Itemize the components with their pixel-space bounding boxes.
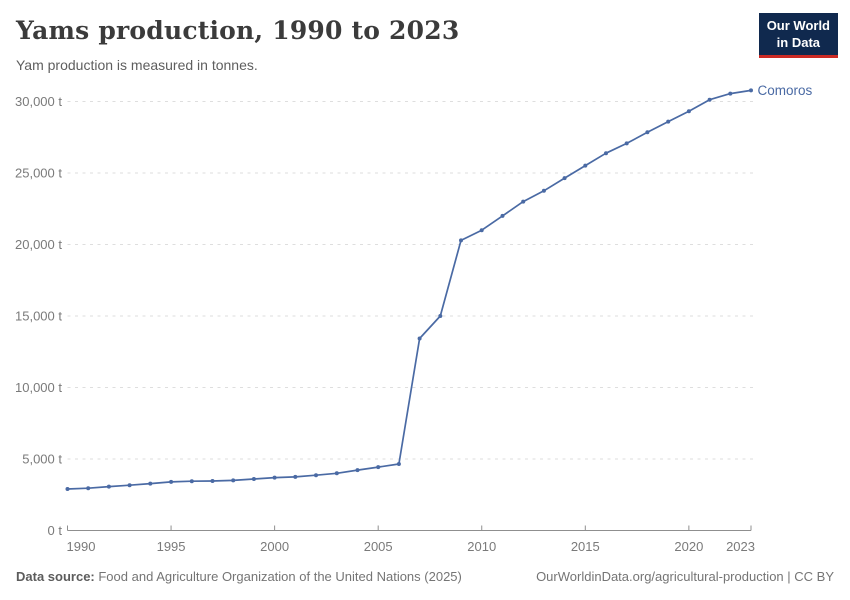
data-point[interactable] xyxy=(459,238,463,243)
data-point[interactable] xyxy=(417,336,422,341)
data-point[interactable] xyxy=(86,486,91,491)
owid-logo[interactable]: Our World in Data xyxy=(758,13,838,59)
y-tick-label: 10,000 t xyxy=(15,380,62,395)
data-point[interactable] xyxy=(396,462,401,466)
owid-logo-line2: in Data xyxy=(776,34,821,50)
data-point[interactable] xyxy=(604,151,608,156)
y-tick-label: 20,000 t xyxy=(15,237,62,252)
data-point[interactable] xyxy=(376,465,381,470)
data-point[interactable] xyxy=(251,477,256,481)
data-point[interactable] xyxy=(189,479,194,484)
y-tick-label: 5,000 t xyxy=(22,452,62,467)
data-point[interactable] xyxy=(127,483,132,488)
data-point[interactable] xyxy=(645,130,650,135)
data-source: Data source: Food and Agriculture Organi… xyxy=(16,569,462,584)
data-point[interactable] xyxy=(541,188,546,193)
chart-footer: Data source: Food and Agriculture Organi… xyxy=(16,569,834,584)
y-tick-label: 15,000 t xyxy=(15,309,62,324)
series-line xyxy=(66,89,752,490)
x-tick-label: 1990 xyxy=(67,539,96,554)
x-tick-label: 2015 xyxy=(571,539,600,554)
data-point[interactable] xyxy=(686,109,691,114)
data-point[interactable] xyxy=(334,471,339,476)
owid-logo-line1: Our World xyxy=(766,18,830,33)
x-tick-label: 2023 xyxy=(726,539,755,554)
x-tick-label: 2020 xyxy=(674,539,703,554)
data-point[interactable] xyxy=(500,213,505,218)
data-point[interactable] xyxy=(293,474,298,479)
footer-link[interactable]: OurWorldinData.org/agricultural-producti… xyxy=(536,569,834,584)
chart-subtitle: Yam production is measured in tonnes. xyxy=(16,57,258,73)
y-tick-label: 0 t xyxy=(48,523,63,538)
data-point[interactable] xyxy=(106,484,111,489)
data-point[interactable] xyxy=(624,141,629,146)
data-point[interactable] xyxy=(728,91,733,96)
data-point[interactable] xyxy=(65,487,70,491)
y-tick-label: 30,000 t xyxy=(15,94,62,109)
data-point[interactable] xyxy=(479,228,484,233)
x-tick-label: 2010 xyxy=(467,539,496,554)
data-source-label: Data source: xyxy=(16,569,95,584)
data-point[interactable] xyxy=(562,176,567,181)
data-point[interactable] xyxy=(583,163,588,168)
series-end-label: Comoros xyxy=(758,83,813,98)
x-tick-label: 2000 xyxy=(260,539,289,554)
page-title: Yams production, 1990 to 2023 xyxy=(16,16,460,45)
data-point[interactable] xyxy=(314,473,318,478)
y-tick-label: 25,000 t xyxy=(15,166,62,181)
data-source-text: Food and Agriculture Organization of the… xyxy=(94,569,462,584)
data-point[interactable] xyxy=(521,199,526,204)
data-point[interactable] xyxy=(707,97,712,102)
data-point[interactable] xyxy=(272,475,277,480)
line-chart-plot-area[interactable]: 0 t 5,000 t 10,000 t 15,000 t 20,000 t 25,000… xyxy=(0,0,850,560)
data-point[interactable] xyxy=(148,481,153,486)
x-tick-label: 2005 xyxy=(364,539,393,554)
data-point[interactable] xyxy=(749,88,753,93)
data-point[interactable] xyxy=(231,478,236,483)
data-point[interactable] xyxy=(210,479,215,483)
data-point[interactable] xyxy=(666,119,671,124)
data-point[interactable] xyxy=(169,479,174,484)
data-point[interactable] xyxy=(438,314,443,318)
data-point[interactable] xyxy=(355,468,360,473)
x-tick-label: 1995 xyxy=(157,539,186,554)
